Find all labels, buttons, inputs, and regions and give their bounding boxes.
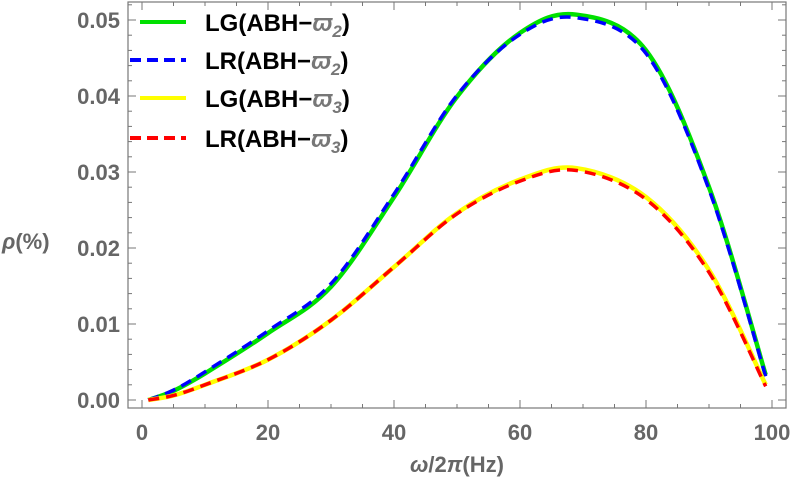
legend-label-3: LR(ABH−ϖ3) <box>205 126 349 157</box>
series-line-2 <box>147 165 768 403</box>
x-axis-label: ω/2π(Hz) <box>410 452 504 477</box>
x-tick-label: 80 <box>634 420 658 445</box>
y-tick-label: 0.03 <box>77 160 120 185</box>
y-tick-label: 0.01 <box>77 312 120 337</box>
legend: LG(ABH−ϖ2) LR(ABH−ϖ2) LG(ABH−ϖ3) LR(ABH−ϖ3) <box>130 10 350 157</box>
x-tick-label: 0 <box>136 420 148 445</box>
y-tick-label: 0.05 <box>77 8 120 33</box>
x-tick-label: 40 <box>382 420 406 445</box>
legend-label-2: LG(ABH−ϖ3) <box>205 86 350 117</box>
curves <box>147 11 768 403</box>
y-tick-label: 0.02 <box>77 236 120 261</box>
x-tick-label: 100 <box>754 420 791 445</box>
series-line-3 <box>147 168 768 402</box>
x-tick-label: 60 <box>508 420 532 445</box>
y-axis-label: ρ(%) <box>1 229 50 254</box>
y-tick-label: 0.04 <box>77 84 121 109</box>
legend-label-0: LG(ABH−ϖ2) <box>205 10 350 41</box>
legend-label-1: LR(ABH−ϖ2) <box>205 48 349 79</box>
y-tick-label: 0.00 <box>77 388 120 413</box>
x-tick-label: 20 <box>256 420 280 445</box>
ticks: 0 20 40 60 80 100 0.00 0.01 0.02 0.03 0.04 0.05 <box>77 2 790 445</box>
series-line-1 <box>147 15 768 402</box>
